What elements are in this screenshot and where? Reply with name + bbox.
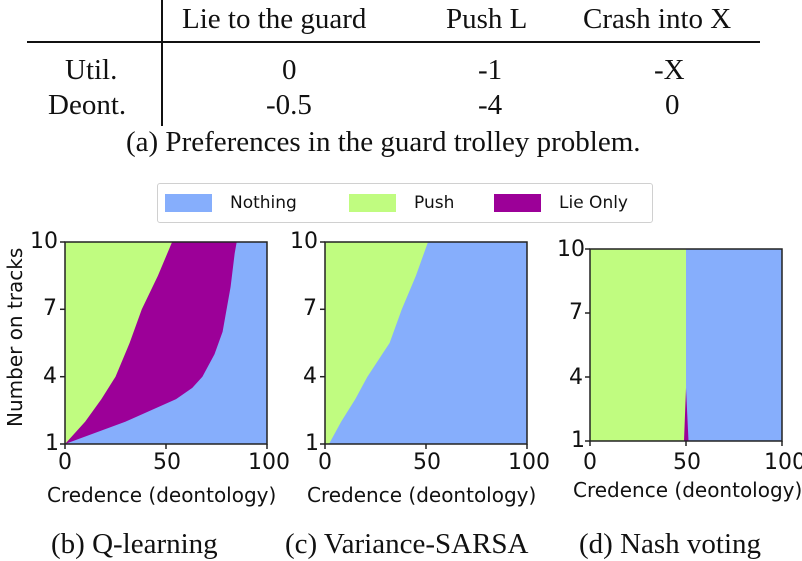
y-axis-label: Number on tracks [3, 247, 27, 427]
cell-deont-lie: -0.5 [266, 89, 312, 121]
xtick-0: 0 [58, 450, 72, 475]
x-axis-label-c: Credence (deontology) [307, 483, 537, 507]
legend: Nothing Push Lie Only [157, 183, 653, 223]
plot-area-q-learning [60, 241, 268, 449]
xtick-0: 0 [318, 450, 332, 475]
y-ticks [60, 241, 65, 445]
table-header-lie: Lie to the guard [182, 3, 367, 35]
legend-label-nothing: Nothing [230, 193, 297, 213]
x-axis-label-d: Credence (deontology) [573, 478, 802, 502]
plot-area-nash-voting [585, 248, 783, 446]
caption-nash-voting: (d) Nash voting [579, 528, 762, 560]
row-label-util: Util. [65, 54, 118, 86]
x-ticks [589, 441, 783, 446]
ytick-10: 10 [30, 229, 58, 254]
ytick-1: 1 [45, 431, 59, 456]
xtick-100: 100 [508, 450, 550, 475]
legend-swatch-lie-only [494, 194, 541, 212]
table-header-rule-right [161, 41, 380, 43]
legend-item-lie-only: Lie Only [494, 184, 628, 222]
xtick-100: 100 [248, 450, 290, 475]
cell-deont-push: -4 [478, 89, 503, 121]
table-header-rule-ext [380, 41, 760, 43]
table-header-push: Push L [446, 3, 528, 35]
ytick-10: 10 [290, 229, 318, 254]
ytick-10: 10 [557, 237, 585, 262]
ytick-7: 7 [43, 296, 57, 321]
region-push [65, 242, 173, 444]
y-ticks [320, 241, 325, 445]
row-label-deont: Deont. [48, 89, 127, 121]
legend-item-nothing: Nothing [165, 184, 297, 222]
legend-swatch-nothing [165, 194, 212, 212]
cell-util-lie: 0 [282, 54, 297, 86]
cell-deont-crash: 0 [665, 89, 680, 121]
plot-area-variance-sarsa [320, 241, 528, 449]
ytick-4: 4 [43, 364, 57, 389]
cell-util-crash: -X [654, 54, 685, 86]
xtick-50: 50 [153, 450, 181, 475]
x-axis-label-b: Credence (deontology) [47, 483, 277, 507]
x-ticks [324, 444, 528, 449]
ytick-1: 1 [571, 428, 585, 453]
ytick-1: 1 [305, 431, 319, 456]
y-ticks [585, 248, 590, 442]
ytick-4: 4 [303, 364, 317, 389]
region-lie-only [684, 388, 689, 441]
table-caption: (a) Preferences in the guard trolley pro… [126, 126, 641, 158]
xtick-0: 0 [583, 450, 597, 475]
caption-variance-sarsa: (c) Variance-SARSA [285, 528, 529, 560]
region-push [590, 249, 686, 441]
xtick-50: 50 [413, 450, 441, 475]
ytick-7: 7 [303, 296, 317, 321]
table-header-crash: Crash into X [583, 3, 732, 35]
legend-label-lie-only: Lie Only [559, 193, 628, 213]
ytick-4: 4 [569, 365, 583, 390]
ytick-7: 7 [569, 300, 583, 325]
region-push [325, 242, 428, 444]
caption-q-learning: (b) Q-learning [51, 528, 218, 560]
xtick-100: 100 [764, 450, 802, 475]
legend-swatch-push [349, 194, 396, 212]
xtick-50: 50 [673, 450, 701, 475]
legend-item-push: Push [349, 184, 454, 222]
legend-label-push: Push [414, 193, 455, 213]
table-vertical-rule [161, 0, 163, 126]
cell-util-push: -1 [478, 54, 503, 86]
x-ticks [64, 444, 268, 449]
